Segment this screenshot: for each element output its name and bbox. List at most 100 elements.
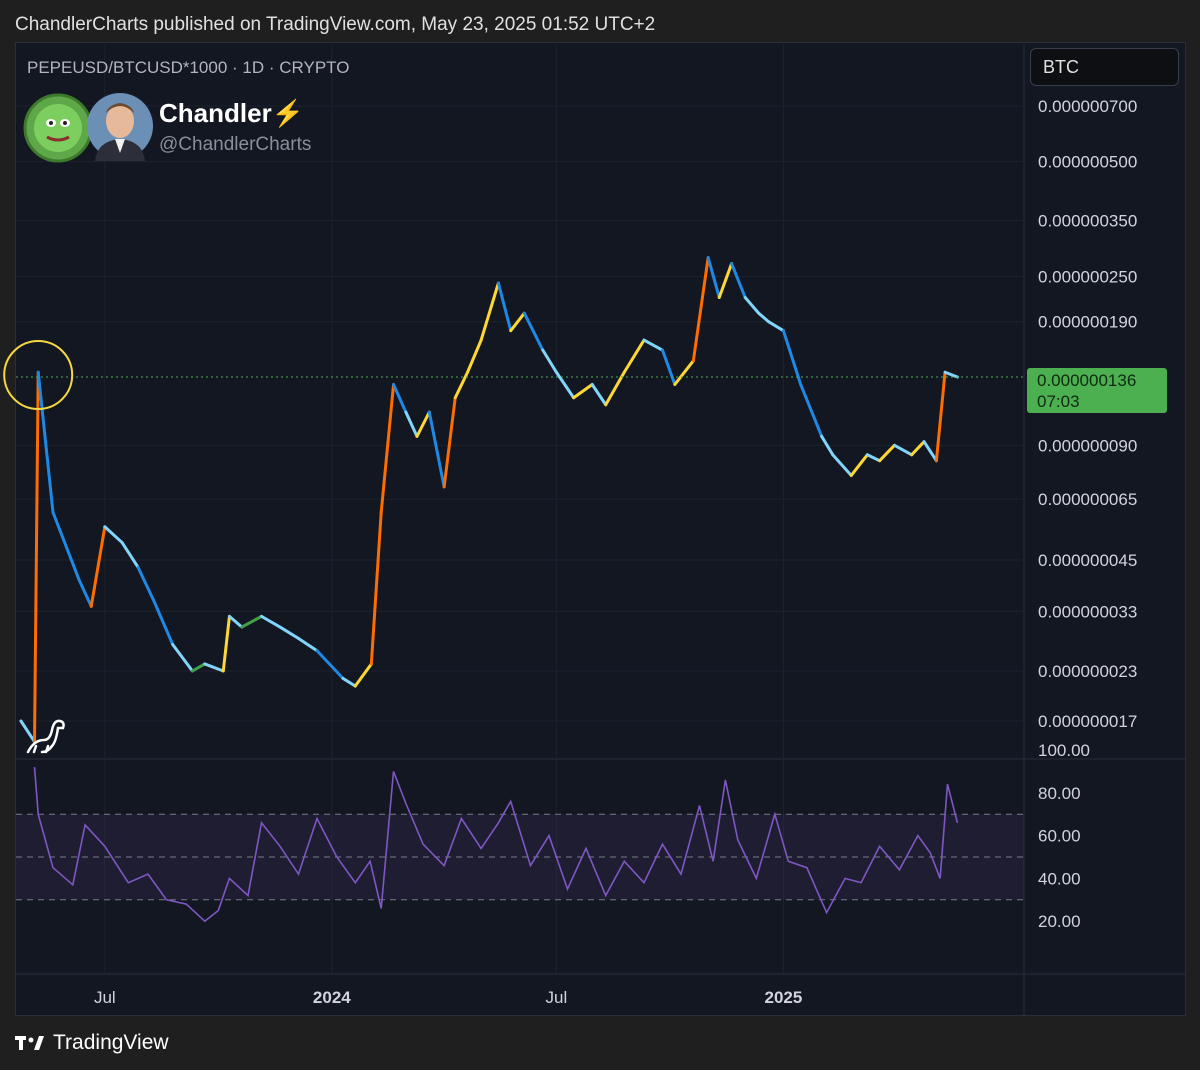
price-segment [541,348,558,374]
y-tick-label: 0.000000033 [1038,602,1137,621]
price-segment [934,370,947,463]
footer-brand-label: TradingView [53,1031,169,1054]
y-tick-label: 0.000000700 [1038,97,1137,116]
dinosaur-icon[interactable] [24,716,66,756]
rsi-panel [16,767,1024,923]
price-segment [260,614,282,629]
price-segment [757,311,771,324]
price-segment [171,642,194,673]
rsi-band [16,814,1024,900]
price-segment [590,382,608,407]
price-segment [743,295,761,315]
grid [16,44,1185,1015]
price-segment [820,434,835,457]
price-segment [691,256,710,363]
price-segment [77,577,93,608]
last-price-tag: 0.000000136 07:03 [1027,368,1167,413]
price-segment [19,719,37,744]
last-price-value: 0.000000136 [1037,371,1137,390]
chart-frame[interactable] [15,42,1186,1016]
price-segment [572,382,594,400]
price-segment [120,541,140,569]
author-name: Chandler⚡ [159,98,305,128]
price-segment [278,625,301,640]
price-segment [203,662,225,673]
y-tick-label: 0.000000017 [1038,712,1137,731]
author-handle: @ChandlerCharts [159,134,312,155]
price-segment [315,649,345,680]
price-segment [466,338,483,374]
price-segment [379,382,396,514]
x-tick-label: 2024 [313,988,351,1007]
y-tick-label: 0.000000045 [1038,551,1137,570]
price-segment [136,565,156,604]
price-segment [496,281,513,333]
price-segment [604,370,626,407]
price-segment [799,382,824,438]
price-segment [392,382,408,414]
price-segment [509,311,526,333]
avatar-photo-icon [87,93,153,161]
price-segment [353,662,373,688]
price-segment [427,410,446,489]
price-segment [341,676,357,688]
price-segment [36,370,55,514]
avatar-pepe-icon [23,93,93,163]
price-segment [865,453,882,463]
price-segment [221,614,231,673]
y-tick-label: 0.000000350 [1038,212,1137,231]
price-segment [479,281,500,342]
y-tick-label: 0.000000065 [1038,490,1137,509]
price-series [3,256,1024,744]
publish-info: ChandlerCharts published on TradingView.… [15,14,656,35]
price-segment [849,453,869,477]
y-tick-label: 0.000000250 [1038,267,1137,286]
price-segment [297,636,319,653]
price-segment [103,525,124,545]
bar-countdown: 07:03 [1037,392,1080,411]
y-tick-label: 0.000000190 [1038,313,1137,332]
x-tick-label: Jul [546,988,568,1007]
price-segment [622,338,646,374]
highlight-circle [3,340,74,411]
rsi-tick-label: 60.00 [1038,827,1081,846]
y-tick-label: 0.000000090 [1038,436,1137,455]
price-segment [943,370,959,379]
price-segment [240,614,264,629]
price-segment [922,440,938,463]
price-segment [706,256,721,299]
x-tick-label: Jul [94,988,116,1007]
price-segment [442,396,457,489]
price-segment [369,510,383,666]
price-segment [717,262,734,299]
price-segment [51,510,81,581]
rsi-tick-label: 20.00 [1038,912,1081,931]
price-segment [522,311,545,352]
price-segment [453,370,470,400]
price-segment [910,440,926,457]
price-segment [730,262,747,299]
rsi-tick-label: 40.00 [1038,869,1081,888]
axes: 0.000000700 0.000000500 0.000000350 0.00000… [94,97,1137,1007]
price-segment [831,453,853,477]
y-tick-label: 0.000000023 [1038,662,1137,681]
price-segment [661,348,677,386]
price-segment [554,370,576,400]
symbol-line: PEPEUSD/BTCUSD*1000 · 1D · CRYPTO [27,58,350,77]
price-segment [152,600,175,646]
price-segment [227,614,244,629]
price-segment [190,662,207,673]
rsi-line [33,767,959,923]
price-segment [892,443,914,457]
tradingview-brand[interactable]: TradingView [15,1031,169,1055]
price-segment [33,370,40,744]
price-segment [404,410,419,438]
price-segment [642,338,665,352]
price-segment [767,320,785,333]
price-segment [673,359,695,386]
price-segment [781,329,803,386]
y-tick-label: 0.000000500 [1038,153,1137,172]
price-segment [415,410,431,438]
currency-selector[interactable]: BTC [1030,48,1179,86]
